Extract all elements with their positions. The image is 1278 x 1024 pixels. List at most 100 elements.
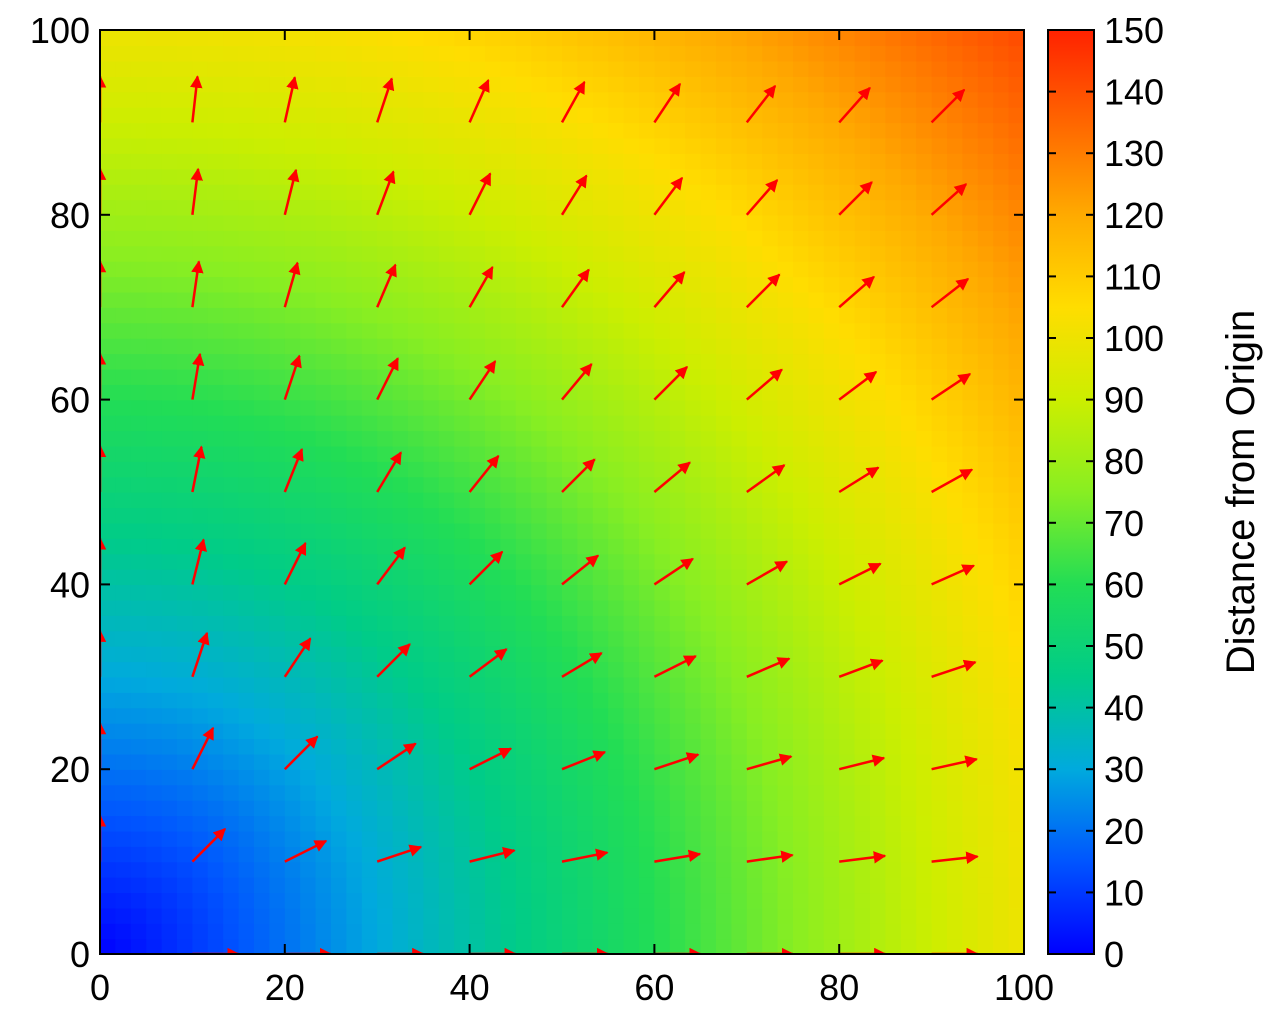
heatmap-cell — [592, 214, 609, 231]
heatmap-cell — [130, 322, 147, 339]
heatmap-cell — [315, 384, 332, 401]
heatmap-cell — [392, 30, 409, 47]
heatmap-cell — [762, 261, 779, 278]
heatmap-cell — [885, 430, 902, 447]
heatmap-cell — [700, 107, 717, 124]
heatmap-cell — [639, 199, 656, 216]
heatmap-cell — [654, 676, 671, 693]
heatmap-cell — [823, 76, 840, 93]
heatmap-cell — [793, 800, 810, 817]
heatmap-cell — [423, 538, 440, 555]
heatmap-cell — [454, 492, 471, 509]
heatmap-cell — [500, 184, 517, 201]
heatmap-cell — [223, 415, 240, 432]
heatmap-cell — [146, 923, 163, 940]
heatmap-cell — [700, 476, 717, 493]
heatmap-cell — [977, 923, 994, 940]
heatmap-cell — [562, 137, 579, 154]
heatmap-cell — [931, 630, 948, 647]
heatmap-cell — [161, 830, 178, 847]
heatmap-cell — [177, 368, 194, 385]
heatmap-cell — [839, 415, 856, 432]
heatmap-cell — [254, 584, 271, 601]
heatmap-cell — [115, 584, 132, 601]
heatmap-cell — [947, 45, 964, 62]
heatmap-cell — [639, 938, 656, 954]
heatmap-cell — [916, 338, 933, 355]
heatmap-cell — [823, 707, 840, 724]
heatmap-cell — [654, 430, 671, 447]
heatmap-cell — [161, 415, 178, 432]
heatmap-cell — [993, 91, 1010, 108]
heatmap-cell — [685, 415, 702, 432]
heatmap-cell — [639, 846, 656, 863]
heatmap-cell — [469, 692, 486, 709]
heatmap-cell — [931, 507, 948, 524]
heatmap-cell — [854, 630, 871, 647]
heatmap-cell — [577, 861, 594, 878]
heatmap-cell — [808, 60, 825, 77]
heatmap-cell — [1008, 338, 1024, 355]
heatmap-cell — [146, 615, 163, 632]
heatmap-cell — [731, 153, 748, 170]
heatmap-cell — [531, 923, 548, 940]
heatmap-cell — [700, 384, 717, 401]
heatmap-cell — [100, 415, 117, 432]
heatmap-cell — [346, 153, 363, 170]
heatmap-cell — [284, 307, 301, 324]
heatmap-cell — [900, 892, 917, 909]
heatmap-cell — [977, 30, 994, 47]
heatmap-cell — [993, 630, 1010, 647]
heatmap-cell — [562, 430, 579, 447]
heatmap-cell — [685, 599, 702, 616]
heatmap-cell — [130, 846, 147, 863]
heatmap-cell — [500, 30, 517, 47]
heatmap-cell — [839, 723, 856, 740]
heatmap-cell — [947, 199, 964, 216]
heatmap-cell — [315, 137, 332, 154]
heatmap-cell — [977, 245, 994, 262]
heatmap-cell — [392, 815, 409, 832]
heatmap-cell — [361, 415, 378, 432]
heatmap-cell — [947, 307, 964, 324]
heatmap-cell — [115, 630, 132, 647]
heatmap-cell — [207, 184, 224, 201]
heatmap-cell — [531, 168, 548, 185]
heatmap-cell — [746, 492, 763, 509]
heatmap-cell — [916, 415, 933, 432]
heatmap-cell — [361, 291, 378, 308]
heatmap-cell — [1008, 892, 1024, 909]
heatmap-cell — [669, 723, 686, 740]
heatmap-cell — [531, 307, 548, 324]
heatmap-cell — [746, 76, 763, 93]
heatmap-cell — [916, 676, 933, 693]
heatmap-cell — [654, 738, 671, 755]
heatmap-cell — [870, 322, 887, 339]
heatmap-cell — [854, 245, 871, 262]
heatmap-cell — [885, 569, 902, 586]
heatmap-cell — [300, 569, 317, 586]
heatmap-cell — [639, 630, 656, 647]
heatmap-cell — [346, 168, 363, 185]
heatmap-cell — [177, 430, 194, 447]
heatmap-cell — [115, 168, 132, 185]
heatmap-cell — [100, 769, 117, 786]
heatmap-cell — [269, 430, 286, 447]
heatmap-cell — [438, 723, 455, 740]
heatmap-cell — [500, 522, 517, 539]
heatmap-cell — [161, 769, 178, 786]
heatmap-cell — [931, 30, 948, 47]
heatmap-cell — [515, 291, 532, 308]
heatmap-cell — [454, 830, 471, 847]
heatmap-cell — [177, 646, 194, 663]
heatmap-cell — [577, 322, 594, 339]
heatmap-cell — [546, 415, 563, 432]
heatmap-cell — [700, 261, 717, 278]
vector-arrow — [468, 79, 490, 123]
heatmap-cell — [731, 307, 748, 324]
heatmap-cell — [793, 291, 810, 308]
heatmap-cell — [377, 538, 394, 555]
heatmap-cell — [238, 553, 255, 570]
heatmap-cell — [900, 507, 917, 524]
heatmap-cell — [977, 507, 994, 524]
